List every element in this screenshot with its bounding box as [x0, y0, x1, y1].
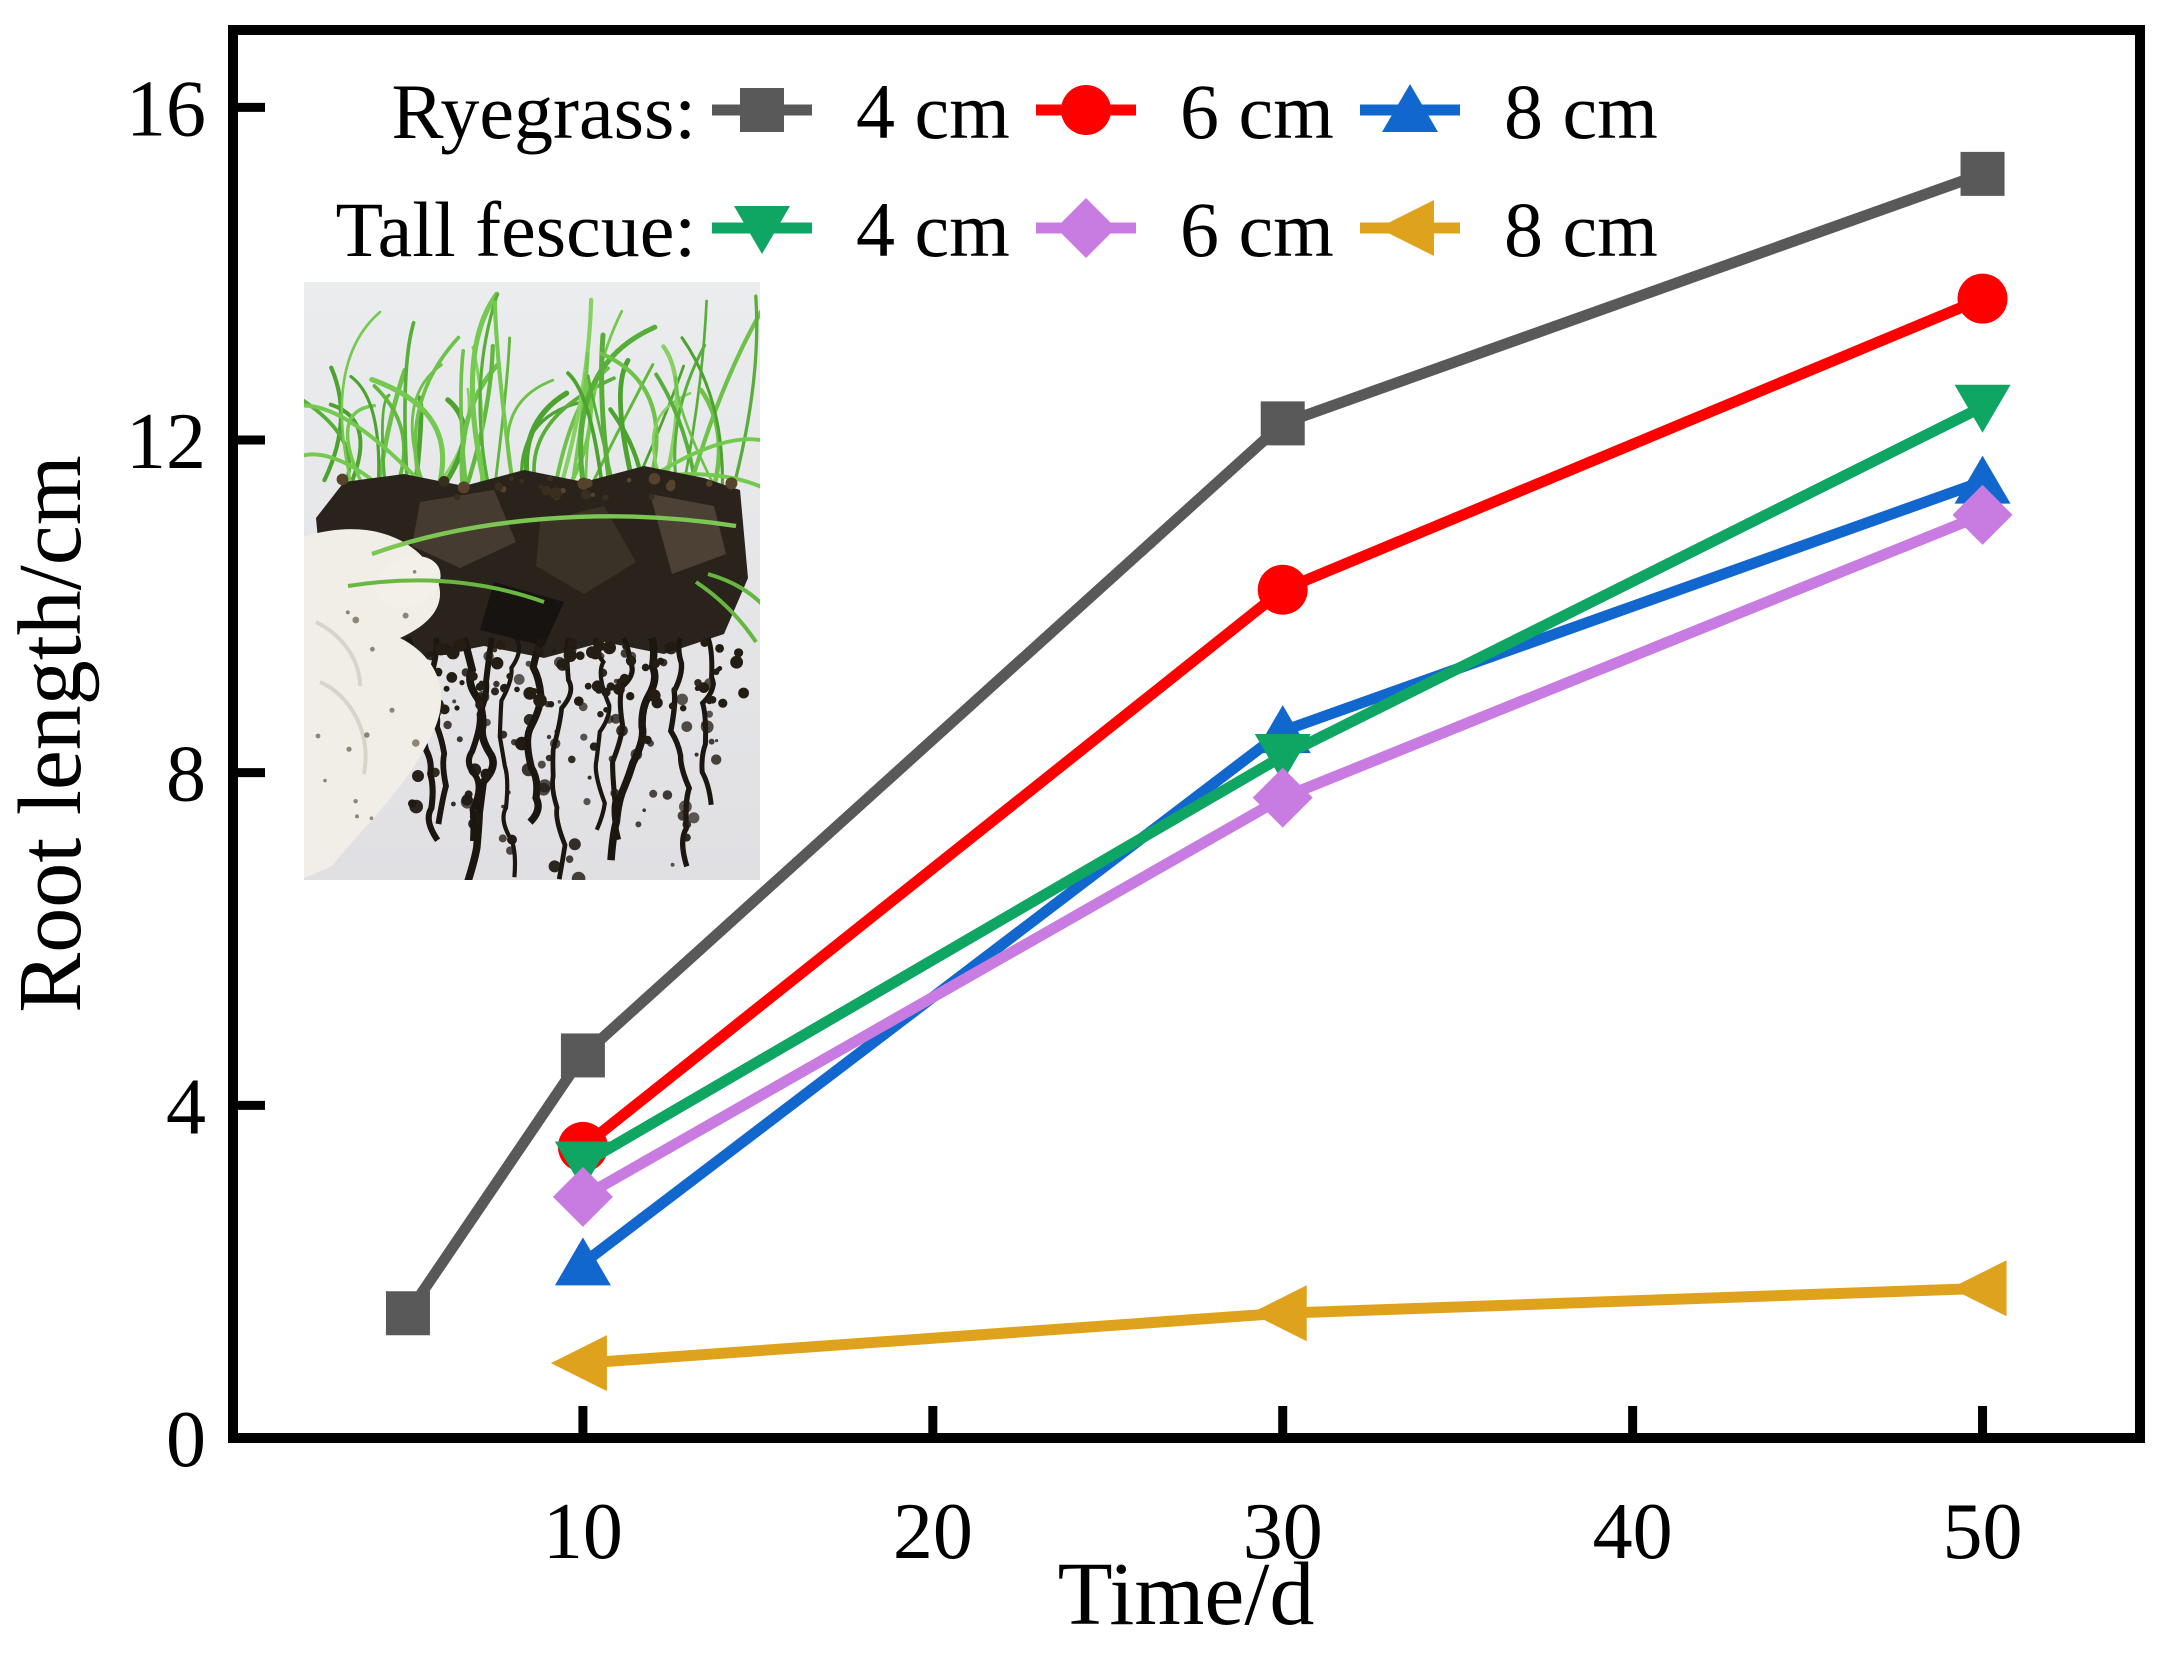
data-point-marker: [1250, 1285, 1307, 1342]
data-point-marker: [1950, 1260, 2007, 1317]
legend-entry-label-tallfescue-4cm: 4 cm: [856, 186, 1010, 273]
legend-marker-sample: [1056, 198, 1116, 258]
data-point-marker: [1254, 734, 1311, 783]
x-tick-label: 20: [893, 1488, 973, 1576]
inset-grass: [304, 291, 760, 498]
series-tallfescue-4cm: [554, 384, 2011, 1190]
legend-marker-tallfescue-4cm: [712, 206, 812, 254]
series-line: [402, 168, 1989, 1319]
y-tick-label: 4: [166, 1063, 206, 1151]
data-point-marker: [1252, 767, 1313, 828]
data-point-marker: [554, 1237, 611, 1286]
legend-group-label-ryegrass: Ryegrass:: [392, 68, 697, 155]
inset-photo: [304, 282, 760, 880]
data-point-marker: [1954, 384, 2011, 433]
data-point-marker: [560, 1033, 605, 1078]
x-tick-label: 40: [1593, 1488, 1673, 1576]
data-point-marker: [1957, 273, 2008, 324]
legend-entry-label-ryegrass-8cm: 8 cm: [1504, 68, 1658, 155]
legend-marker-sample: [1061, 85, 1111, 135]
legend-group-label-tall-fescue: Tall fescue:: [335, 186, 696, 273]
legend-entry-label-ryegrass-4cm: 4 cm: [856, 68, 1010, 155]
inset-roots: [388, 636, 749, 880]
x-tick-label: 30: [1243, 1488, 1323, 1576]
legend-marker-ryegrass-4cm: [712, 88, 812, 132]
y-tick-label: 16: [126, 65, 206, 153]
series-tallfescue-8cm: [550, 1260, 2007, 1392]
series-tallfescue-6cm: [552, 484, 2013, 1227]
data-point-marker: [1960, 151, 2005, 196]
legend-marker-sample: [1378, 200, 1434, 256]
data-point-marker: [1952, 484, 2013, 545]
series-ryegrass-4cm: [385, 151, 2005, 1336]
data-point-marker: [1954, 455, 2011, 504]
legend-marker-sample: [1382, 84, 1438, 132]
inset-glove: [304, 529, 442, 879]
legend-marker-sample: [734, 206, 790, 254]
series-line: [577, 509, 1989, 1203]
axis-ticks: 10 20 30 40 50 0 4 8 12 16: [126, 65, 2023, 1576]
legend-entry-label-tallfescue-6cm: 6 cm: [1180, 186, 1334, 273]
x-axis-title: Time/d: [1058, 1545, 1315, 1644]
data-point-marker: [1260, 401, 1305, 446]
legend-marker-ryegrass-6cm: [1036, 85, 1136, 135]
data-point-marker: [550, 1335, 607, 1392]
data-point-marker: [554, 1141, 611, 1190]
y-tick-label: 12: [126, 398, 206, 486]
legend-marker-sample: [740, 88, 784, 132]
legend-marker-ryegrass-8cm: [1360, 84, 1460, 132]
x-tick-label: 10: [543, 1488, 623, 1576]
legend-entry-label-ryegrass-6cm: 6 cm: [1180, 68, 1334, 155]
legend-marker-tallfescue-6cm: [1036, 198, 1136, 258]
data-point-marker: [552, 1166, 613, 1227]
legend-marker-tallfescue-8cm: [1360, 200, 1460, 256]
plot-border: [228, 25, 2145, 1443]
y-tick-label: 0: [166, 1396, 206, 1484]
data-point-marker: [385, 1291, 430, 1336]
data-point-marker: [1257, 564, 1308, 615]
x-tick-label: 50: [1943, 1488, 2023, 1576]
y-tick-label: 8: [166, 731, 206, 819]
y-axis-title: Root length/cm: [1, 455, 100, 1012]
legend-entry-label-tallfescue-8cm: 8 cm: [1504, 186, 1658, 273]
